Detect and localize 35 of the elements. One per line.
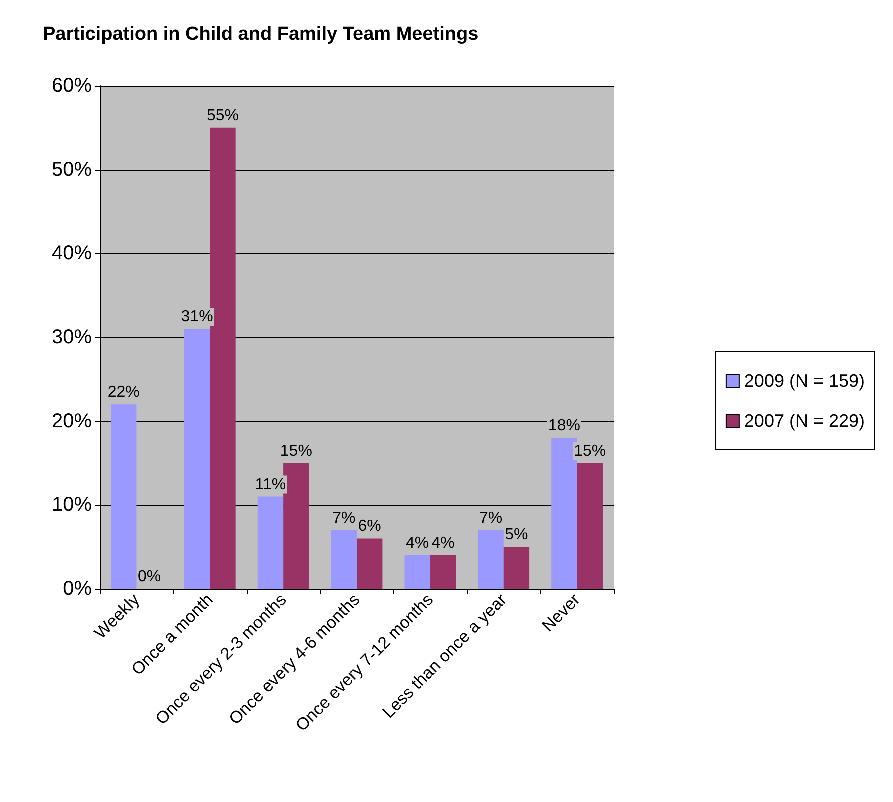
bar [357, 538, 383, 589]
y-tick-label: 30% [52, 326, 92, 348]
bar [331, 530, 357, 589]
bar [478, 530, 504, 589]
data-label: 18% [548, 418, 580, 435]
bar [111, 404, 137, 589]
bar [258, 496, 284, 589]
bar [284, 463, 310, 589]
chart-title: Participation in Child and Family Team Meetings [43, 24, 479, 45]
bar [577, 463, 603, 589]
data-label: 5% [505, 526, 528, 544]
data-label: 0% [138, 568, 162, 586]
data-label: 11% [255, 476, 286, 494]
y-tick-label: 10% [52, 494, 92, 516]
legend-label: 2009 (N = 159) [744, 371, 865, 391]
data-label: 15% [574, 442, 606, 460]
data-label: 55% [206, 107, 240, 124]
data-label: 7% [479, 510, 503, 527]
y-tick-label: 0% [63, 578, 92, 600]
bar [404, 555, 430, 589]
data-label: 4% [432, 534, 455, 552]
data-label: 6% [358, 518, 382, 536]
bar [184, 329, 210, 589]
y-tick-label: 20% [52, 410, 92, 432]
y-tick-label: 50% [52, 158, 92, 181]
data-label: 22% [108, 384, 140, 402]
y-tick-label: 60% [52, 75, 92, 97]
bar [430, 555, 456, 589]
data-label: 4% [406, 534, 430, 552]
legend-label: 2007 (N = 229) [744, 411, 865, 431]
data-label: 31% [181, 308, 214, 326]
bar [504, 547, 530, 589]
data-label: 15% [280, 442, 312, 460]
y-tick-label: 40% [52, 242, 92, 265]
data-label: 7% [332, 510, 356, 527]
